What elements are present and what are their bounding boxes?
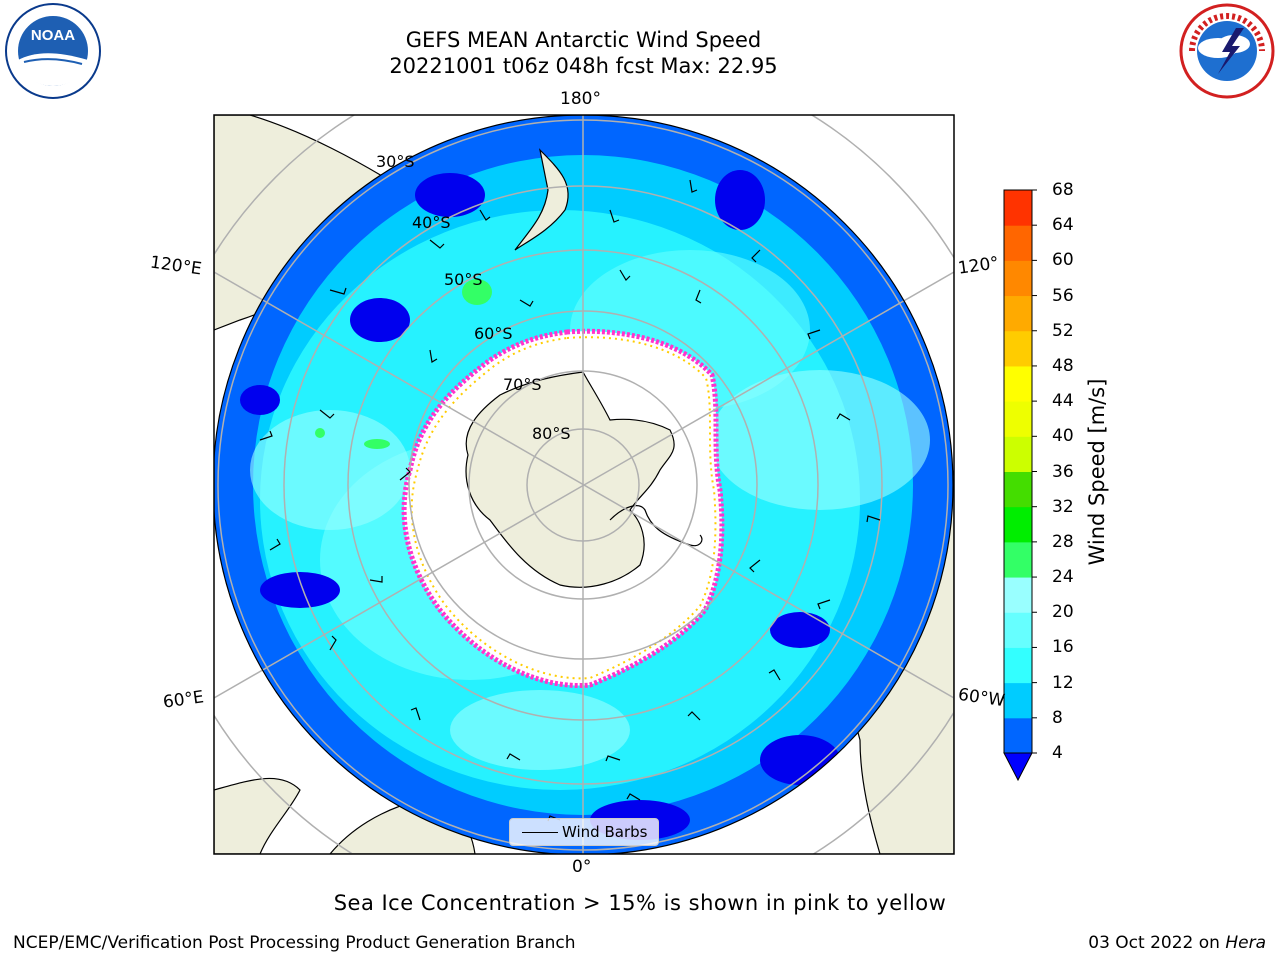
africa-landmass (214, 777, 301, 854)
lon-label-180: 180° (560, 89, 601, 109)
colorbar-tick-label: 48 (1052, 355, 1074, 376)
colorbar-tick-label: 52 (1052, 320, 1074, 341)
colorbar-band (1004, 436, 1032, 472)
colorbar-label: Wind Speed [m/s] (1085, 378, 1109, 566)
wind-barb-legend-swatch (522, 832, 558, 833)
chart-subtitle: 20221001 t06z 048h fcst Max: 22.95 (389, 54, 778, 78)
colorbar-tick-label: 12 (1052, 672, 1074, 693)
noaa-logo: NOAA (5, 3, 101, 99)
colorbar-tick-label: 8 (1052, 707, 1063, 728)
colorbar-band (1004, 717, 1032, 754)
colorbar-band (1004, 541, 1032, 578)
colorbar-tick-label: 68 (1052, 180, 1074, 200)
colorbar-band (1004, 612, 1032, 648)
noaa-logo-text: NOAA (31, 27, 75, 44)
colorbar-band (1004, 225, 1032, 261)
chart-title: GEFS MEAN Antarctic Wind Speed (405, 28, 762, 52)
colorbar-band (1004, 260, 1032, 297)
legend-label: Wind Barbs (562, 823, 648, 841)
colorbar-tick-label: 56 (1052, 285, 1074, 306)
map-legend: Wind Barbs (509, 818, 659, 846)
lat-label-50s: 50°S (444, 270, 483, 289)
colorbar-tick-label: 16 (1052, 637, 1074, 658)
map-boundary (214, 115, 954, 854)
colorbar-band (1004, 647, 1032, 684)
footer-date: 03 Oct 2022 on Hera (1088, 932, 1266, 954)
wind-barbs (259, 179, 881, 822)
wind-max-area (462, 279, 492, 305)
colorbar-tick-label: 32 (1052, 496, 1074, 517)
lon-label-0: 0° (572, 857, 592, 877)
lat-label-80s: 80°S (532, 424, 571, 443)
new-zealand-landmass (514, 148, 569, 251)
colorbar-tick-label: 36 (1052, 461, 1074, 482)
sea-ice-note: Sea Ice Concentration > 15% is shown in … (333, 891, 947, 915)
footer-date-text: 03 Oct 2022 on (1088, 933, 1220, 953)
colorbar-band (1004, 330, 1032, 367)
colorbar-band (1004, 365, 1032, 402)
colorbar-tick-label: 24 (1052, 567, 1074, 588)
colorbar-tick-label: 20 (1052, 602, 1074, 623)
colorbar-band (1004, 682, 1032, 719)
lat-label-60s: 60°S (474, 324, 513, 343)
colorbar-tick-label: 64 (1052, 215, 1074, 236)
lat-label-70s: 70°S (503, 375, 542, 394)
colorbar-band (1004, 471, 1032, 508)
colorbar-band (1004, 506, 1032, 543)
map-panel (214, 115, 954, 854)
colorbar-extend-arrow (1003, 752, 1033, 782)
antarctica-landmass (465, 371, 675, 588)
colorbar-band (1004, 577, 1032, 613)
colorbar-band (1004, 401, 1032, 437)
nws-logo (1179, 3, 1275, 99)
colorbar (1003, 189, 1037, 782)
colorbar-tick-label: 40 (1052, 426, 1074, 447)
graticule (214, 115, 954, 854)
colorbar-tick-label: 28 (1052, 531, 1074, 552)
lat-label-30s: 30°S (376, 152, 415, 171)
colorbar-tick-label: 44 (1052, 391, 1074, 412)
map-frame (213, 114, 955, 855)
footer-host: Hera (1225, 933, 1266, 953)
lat-label-40s: 40°S (412, 213, 451, 232)
footer-credit: NCEP/EMC/Verification Post Processing Pr… (13, 933, 576, 953)
colorbar-tick-label: 60 (1052, 250, 1074, 271)
colorbar-band (1004, 190, 1032, 226)
colorbar-tick-label: 4 (1052, 743, 1063, 763)
colorbar-band (1004, 295, 1032, 332)
